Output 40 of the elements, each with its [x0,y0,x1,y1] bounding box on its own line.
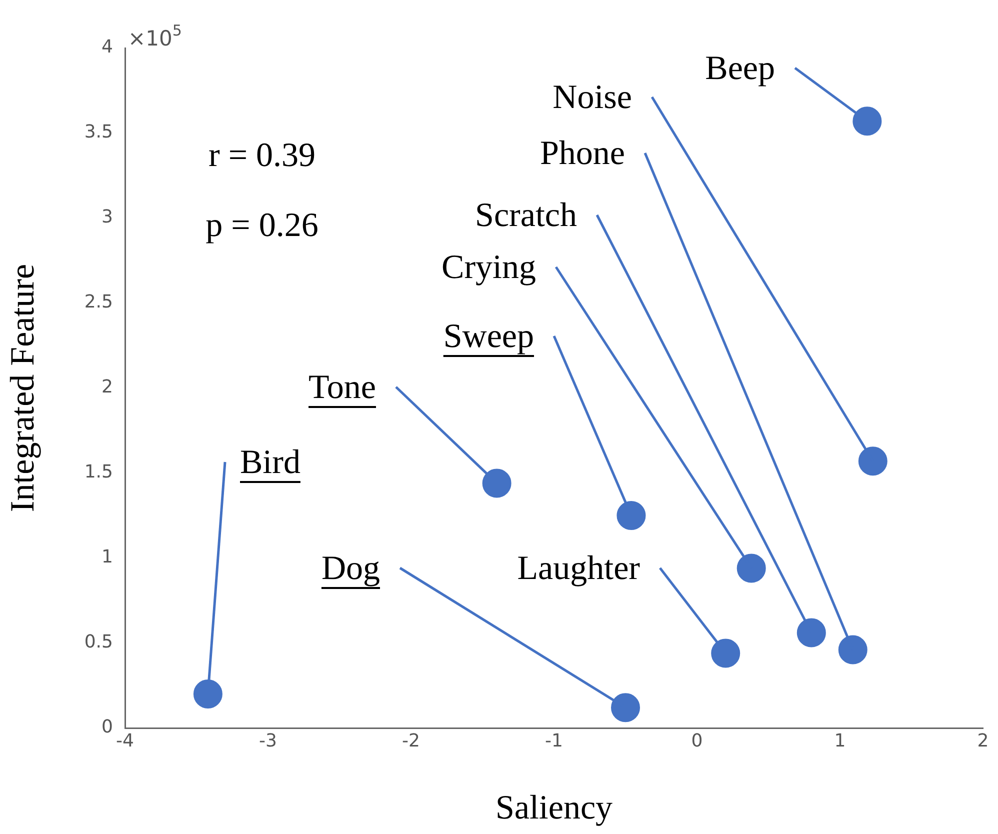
y-tick-label: 3.5 [84,122,113,143]
x-tick-label: 1 [834,730,846,752]
annotation: Laughter [517,550,641,587]
annotation: Dog [321,550,380,587]
annotation: Noise [552,78,632,116]
point [711,638,740,668]
point [852,106,882,136]
x-tick-label: 2 [977,730,989,752]
point [838,635,868,664]
y-tick-label: 2.5 [84,292,113,313]
y-tick-label: 4 [102,36,113,58]
annotation: p = 0.26 [206,206,318,244]
x-tick-label: -2 [402,730,420,752]
annotation: Crying [442,248,536,286]
x-tick-label: -1 [545,730,563,752]
point [193,680,222,708]
point [858,446,888,476]
annotation: Bird [240,444,300,481]
y-axis-title: Integrated Feature [4,264,42,512]
point [796,618,826,648]
annotation: Tone [308,368,376,406]
annotation: r = 0.39 [208,136,316,174]
y-tick-label: 1 [102,546,113,568]
point [611,693,640,722]
annotation: Scratch [475,196,578,234]
x-tick-label: -3 [259,730,277,752]
y-tick-label: 2 [102,376,113,398]
annotation: Phone [540,134,625,172]
y-tick-label: 3 [102,206,113,228]
x-axis-title: Saliency [495,790,613,827]
point [616,501,646,530]
y-tick-label: 1.5 [84,462,113,483]
point [482,468,512,498]
y-tick-label: 0.5 [84,632,113,653]
x-tick-label: -4 [116,730,134,752]
x-tick-label: 0 [691,730,703,752]
point [736,554,766,583]
annotation: Beep [705,50,775,87]
y-tick-label: 0 [102,716,113,738]
annotation: Sweep [443,318,534,355]
